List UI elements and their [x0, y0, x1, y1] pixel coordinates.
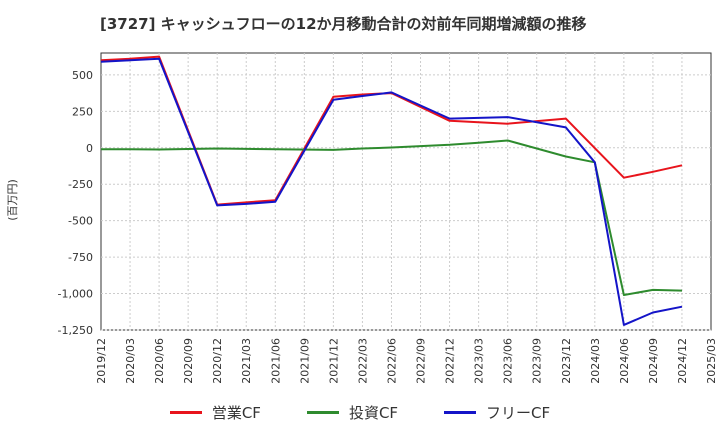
- legend-item-1: 投資CF: [306, 402, 399, 423]
- x-tick-label: 2023/03: [473, 338, 486, 384]
- x-tick-label: 2024/06: [618, 338, 631, 384]
- y-tick-label: -500: [68, 215, 93, 228]
- x-tick-label: 2023/09: [531, 338, 544, 384]
- x-tick-label: 2020/03: [124, 338, 137, 384]
- y-tick-label: 250: [72, 105, 93, 118]
- x-tick-label: 2021/03: [240, 338, 253, 384]
- x-tick-label: 2022/09: [415, 338, 428, 384]
- x-tick-label: 2019/12: [95, 338, 108, 384]
- y-tick-label: -250: [68, 178, 93, 191]
- x-tick-label: 2024/09: [647, 338, 660, 384]
- legend-label: フリーCF: [486, 404, 551, 422]
- legend-item-2: フリーCF: [444, 402, 550, 423]
- legend: 営業CF 投資CF フリーCF: [0, 402, 720, 423]
- x-tick-label: 2021/06: [269, 338, 282, 384]
- y-tick-label: 500: [72, 69, 93, 82]
- y-tick-label: 0: [86, 142, 93, 155]
- legend-label: 投資CF: [348, 404, 399, 422]
- x-tick-label: 2020/12: [211, 338, 224, 384]
- x-tick-label: 2020/09: [182, 338, 195, 384]
- x-tick-label: 2021/12: [327, 338, 340, 384]
- x-tick-label: 2020/06: [153, 338, 166, 384]
- legend-swatch: [169, 411, 202, 414]
- legend-swatch: [444, 411, 477, 414]
- x-tick-label: 2023/12: [560, 338, 573, 384]
- x-tick-label: 2023/06: [502, 338, 515, 384]
- series-line-1: [101, 139, 683, 296]
- y-tick-label: -1,250: [58, 324, 93, 337]
- series-line-2: [100, 57, 683, 326]
- legend-label: 営業CF: [211, 404, 261, 422]
- x-tick-label: 2022/12: [444, 338, 457, 384]
- y-tick-label: -750: [68, 251, 93, 264]
- plot-area: [100, 52, 712, 331]
- x-tick-label: 2024/03: [589, 338, 602, 384]
- x-tick-label: 2024/12: [676, 338, 689, 384]
- legend-item-0: 営業CF: [169, 402, 261, 423]
- y-axis-label: (百万円): [6, 179, 19, 221]
- chart-title: [3727] キャッシュフローの12か月移動合計の対前年同期増減額の推移: [100, 15, 587, 33]
- legend-swatch: [306, 411, 339, 414]
- x-tick-label: 2022/06: [385, 338, 398, 384]
- x-tick-label: 2025/03: [705, 338, 718, 384]
- x-tick-label: 2022/03: [356, 338, 369, 384]
- x-tick-label: 2021/09: [298, 338, 311, 384]
- y-tick-label: -1,000: [58, 288, 93, 301]
